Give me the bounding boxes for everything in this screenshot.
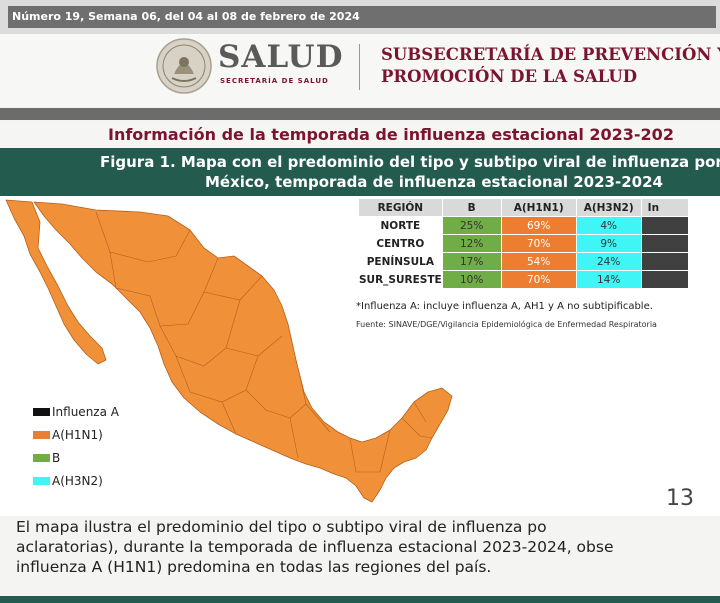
- salud-logo-subtitle: SECRETARÍA DE SALUD: [220, 77, 329, 85]
- paragraph-line-2: aclaratorias), durante la temporada de i…: [16, 538, 614, 556]
- legend-swatch: [33, 431, 50, 439]
- legend-label: A(H3N2): [52, 474, 103, 488]
- value-h3n2: 14%: [575, 270, 642, 289]
- value-h1n1: 69%: [500, 216, 577, 235]
- value-influenza: [640, 234, 689, 253]
- figure-title-band: Figura 1. Mapa con el predominio del tip…: [0, 148, 720, 196]
- legend-swatch: [33, 408, 50, 416]
- subsecretaria-line-1: SUBSECRETARÍA DE PREVENCIÓN Y: [381, 45, 720, 64]
- legend-label: Influenza A: [52, 405, 119, 419]
- figure-title-line-1: Figura 1. Mapa con el predominio del tip…: [100, 153, 720, 171]
- value-h3n2: 9%: [575, 234, 642, 253]
- header-divider: [359, 44, 360, 90]
- subsecretaria-title: SUBSECRETARÍA DE PREVENCIÓN Y PROMOCIÓN …: [381, 44, 720, 88]
- region-name: PENÍNSULA: [358, 252, 443, 271]
- table-row: SUR_SURESTE 10% 70% 14%: [358, 270, 689, 289]
- baja-california-peninsula: [5, 199, 107, 365]
- header-band: [0, 108, 720, 120]
- value-h1n1: 54%: [500, 252, 577, 271]
- value-influenza: [640, 216, 689, 235]
- body-paragraph: El mapa ilustra el predominio del tipo o…: [16, 517, 720, 577]
- info-title-bar: Información de la temporada de influenza…: [0, 122, 720, 148]
- top-bar: Número 19, Semana 06, del 04 al 08 de fe…: [0, 0, 720, 34]
- value-b: 25%: [441, 216, 502, 235]
- figure-title-line-2: México, temporada de influenza estaciona…: [205, 173, 663, 191]
- page-number: 13: [666, 486, 694, 511]
- bottom-bar: [0, 596, 720, 603]
- paragraph-line-1: El mapa ilustra el predominio del tipo o…: [16, 518, 547, 536]
- region-table: REGIÓN B A(H1N1) A(H3N2) In NORTE 25% 69…: [358, 198, 689, 289]
- header: [0, 34, 720, 106]
- table-row: CENTRO 12% 70% 9%: [358, 234, 689, 253]
- table-header-row: REGIÓN B A(H1N1) A(H3N2) In: [358, 198, 689, 217]
- coat-of-arms-seal-icon: [156, 38, 212, 94]
- header-region: REGIÓN: [358, 198, 443, 217]
- info-title: Información de la temporada de influenza…: [108, 125, 674, 144]
- value-h1n1: 70%: [500, 270, 577, 289]
- value-h3n2: 24%: [575, 252, 642, 271]
- header-b: B: [441, 198, 502, 217]
- mexico-map: [5, 199, 453, 503]
- table-row: PENÍNSULA 17% 54% 24%: [358, 252, 689, 271]
- legend-label: B: [52, 451, 61, 465]
- salud-logo-word: SALUD: [218, 39, 344, 75]
- value-influenza: [640, 252, 689, 271]
- issue-line: Número 19, Semana 06, del 04 al 08 de fe…: [8, 6, 716, 28]
- table-row: NORTE 25% 69% 4%: [358, 216, 689, 235]
- paragraph-line-3: influenza A (H1N1) predomina en todas la…: [16, 558, 492, 576]
- legend-swatch: [33, 477, 50, 485]
- value-b: 17%: [441, 252, 502, 271]
- value-influenza: [640, 270, 689, 289]
- region-name: NORTE: [358, 216, 443, 235]
- legend-label: A(H1N1): [52, 428, 103, 442]
- value-b: 12%: [441, 234, 502, 253]
- value-h3n2: 4%: [575, 216, 642, 235]
- region-name: SUR_SURESTE: [358, 270, 443, 289]
- subsecretaria-line-2: PROMOCIÓN DE LA SALUD: [381, 67, 638, 86]
- legend-swatch: [33, 454, 50, 462]
- value-b: 10%: [441, 270, 502, 289]
- header-h3n2: A(H3N2): [575, 198, 642, 217]
- header-h1n1: A(H1N1): [500, 198, 577, 217]
- influenza-a-note: *Influenza A: incluye influenza A, AH1 y…: [356, 301, 653, 312]
- region-name: CENTRO: [358, 234, 443, 253]
- header-influenza: In: [640, 198, 689, 217]
- value-h1n1: 70%: [500, 234, 577, 253]
- source-note: Fuente: SINAVE/DGE/Vigilancia Epidemioló…: [356, 320, 657, 329]
